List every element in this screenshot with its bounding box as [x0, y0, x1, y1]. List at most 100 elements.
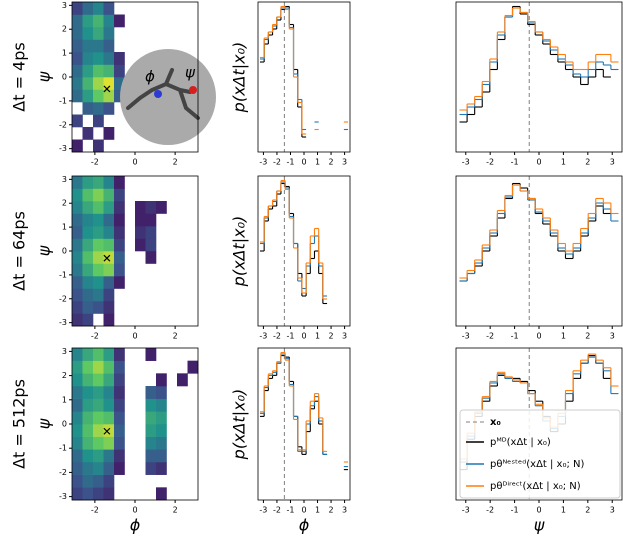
axes-frame — [455, 1, 623, 153]
heat-cell — [103, 27, 115, 40]
x-tick-label: 0 — [536, 506, 541, 515]
heat-cell — [93, 176, 104, 189]
heat-cell — [114, 398, 125, 412]
heat-cell — [145, 411, 157, 425]
heat-cell — [72, 348, 83, 361]
heat-cell — [114, 251, 125, 264]
y-axis-label: ψ — [35, 245, 54, 256]
heat-cell — [72, 411, 83, 425]
heat-cell — [103, 301, 115, 314]
y-tick-label: -2 — [59, 468, 67, 477]
heat-cell — [93, 487, 104, 501]
y-tick-label: 1 — [62, 223, 67, 232]
heat-cell — [72, 424, 83, 437]
heat-cell — [82, 127, 94, 140]
x-tick-label: 0 — [132, 158, 137, 167]
heat-cell — [93, 213, 104, 227]
x-tick-label: 0 — [536, 158, 541, 167]
heat-cell — [114, 226, 125, 239]
heat-cell — [93, 251, 104, 264]
heat-cell — [72, 386, 83, 399]
heat-cell — [82, 288, 94, 302]
heat-cell — [114, 77, 125, 90]
heat-cell — [93, 64, 104, 78]
inset-label: ψ — [185, 64, 196, 82]
y-tick-label: -2 — [59, 120, 67, 129]
heat-cell — [72, 301, 83, 314]
x-tick-label: 2 — [329, 332, 334, 341]
step-riser — [263, 6, 303, 137]
y-tick-label: 3 — [62, 1, 67, 10]
legend-label: x₀ — [490, 417, 501, 428]
step-riser — [263, 6, 303, 134]
y-axis-label: ψ — [35, 418, 54, 429]
heat-cell — [72, 288, 83, 302]
heat-cell — [93, 89, 104, 103]
heat-cell — [72, 14, 83, 28]
heat-cell — [145, 226, 157, 239]
row-label: Δt = 4ps — [10, 42, 29, 111]
heat-cell — [82, 188, 94, 202]
y-axis-label: p(xΔt|x₀) — [230, 389, 249, 461]
y-tick-label: -3 — [59, 144, 67, 153]
heat-cell — [93, 226, 104, 239]
legend-label: pᴹᴰ(xΔt | x₀) — [490, 437, 551, 448]
x-tick-label: 2 — [329, 158, 334, 167]
heat-cell — [72, 114, 83, 128]
x-axis-label: ϕ — [130, 516, 141, 535]
heat-cell — [145, 201, 157, 214]
heat-cell — [114, 176, 125, 189]
x-tick-label: 1 — [315, 506, 320, 515]
heat-cell — [103, 226, 115, 239]
heat-cell — [103, 348, 115, 361]
x-tick-label: -3 — [259, 506, 267, 515]
heat-cell — [72, 52, 83, 65]
heat-cell — [103, 176, 115, 189]
heat-cell — [187, 360, 199, 374]
heat-cell — [93, 288, 104, 302]
step-riser — [466, 8, 612, 115]
heat-cell — [82, 436, 94, 450]
heat-cell — [114, 424, 125, 437]
heat-cell — [82, 411, 94, 425]
heat-cell — [145, 398, 157, 412]
heat-cell — [135, 213, 146, 227]
x-tick-label: 0 — [132, 506, 137, 515]
x-tick-label: -1 — [511, 158, 519, 167]
x0-marker — [103, 427, 111, 435]
axes-frame — [257, 347, 351, 501]
x-tick-label: 1 — [315, 158, 320, 167]
heat-cell — [114, 238, 125, 252]
heat-cell — [156, 436, 167, 450]
atom-o — [189, 86, 197, 94]
y-tick-label: 1 — [62, 395, 67, 404]
heat-cell — [82, 89, 94, 103]
heat-cell — [82, 238, 94, 252]
heat-cell — [103, 213, 115, 227]
x-tick-label: 0 — [301, 332, 306, 341]
y-axis-label: p(xΔt|x₀) — [230, 216, 249, 288]
x-tick-label: -2 — [91, 158, 99, 167]
x-tick-label: 3 — [342, 158, 347, 167]
x-tick-label: -1 — [286, 332, 294, 341]
heat-cell — [114, 462, 125, 475]
x-tick-label: 2 — [173, 506, 178, 515]
heat-cell — [145, 424, 157, 437]
heat-cell — [145, 251, 157, 264]
heat-cell — [82, 487, 94, 501]
heat-cell — [93, 360, 104, 374]
heat-cell — [82, 226, 94, 239]
heat-cell — [82, 276, 94, 289]
heat-cell — [93, 301, 104, 314]
heat-cell — [135, 201, 146, 214]
heat-cell — [72, 360, 83, 374]
heat-cell — [103, 313, 115, 327]
heat-cell — [145, 449, 157, 463]
heat-cell — [72, 201, 83, 214]
heat-cell — [103, 2, 115, 15]
heat-cell — [72, 251, 83, 264]
x-tick-label: -3 — [462, 506, 470, 515]
heat-cell — [93, 52, 104, 65]
heat-cell — [103, 424, 115, 437]
x-tick-label: 2 — [585, 158, 590, 167]
